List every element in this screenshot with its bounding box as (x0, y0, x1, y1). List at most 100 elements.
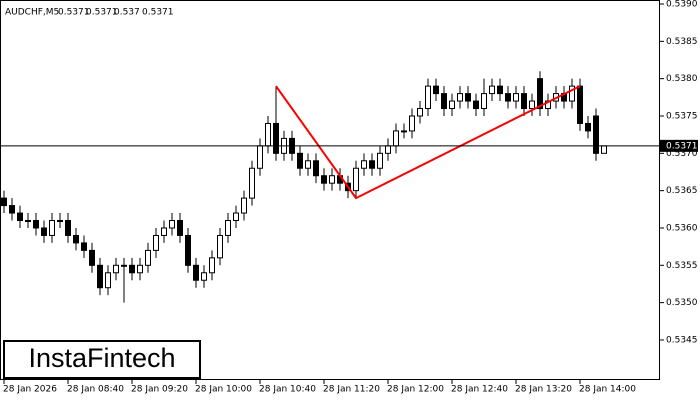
candle-body (369, 160, 375, 169)
y-tick-label: 0.5370 (666, 149, 698, 159)
candle-body (457, 93, 463, 102)
candle-body (177, 220, 183, 236)
candle-body (81, 242, 87, 251)
candle-body (417, 108, 423, 117)
candle-body (33, 220, 39, 229)
candle-body (193, 264, 199, 281)
ohlc-low: 0.537 (114, 8, 140, 18)
candle-body (353, 167, 359, 192)
x-tick-label: 28 Jan 14:00 (579, 385, 636, 395)
candle-body (41, 227, 47, 236)
candle-body (57, 220, 63, 223)
candle-body (601, 145, 607, 154)
candle-body (89, 249, 95, 266)
candle-body (593, 115, 599, 154)
candle-body (425, 85, 431, 110)
candle-body (97, 264, 103, 289)
candle-body (409, 115, 415, 132)
candle-body (9, 205, 15, 214)
candle-body (569, 85, 575, 102)
y-tick-label: 0.5390 (666, 0, 698, 10)
pattern-line (275, 85, 581, 200)
y-tick-label: 0.5385 (666, 37, 698, 47)
candle-body (529, 100, 535, 110)
x-tick-label: 28 Jan 12:00 (387, 385, 444, 395)
candle-body (577, 85, 583, 124)
ohlc-open: 0.5371 (58, 8, 90, 18)
y-tick-label: 0.5355 (666, 261, 698, 271)
candle-body (145, 249, 151, 266)
candle-body (497, 85, 503, 95)
y-tick-label: 0.5380 (666, 74, 698, 84)
candle-body (17, 212, 23, 222)
candle-body (449, 100, 455, 110)
candle-body (385, 145, 391, 154)
candle-body (241, 197, 247, 214)
candle-body (537, 78, 543, 110)
x-tick-label: 28 Jan 13:20 (515, 385, 572, 395)
candle-body (273, 122, 279, 154)
candle-body (313, 160, 319, 177)
y-tick-label: 0.5375 (666, 111, 698, 121)
candle-body (465, 93, 471, 102)
y-tick-label: 0.5350 (666, 298, 698, 308)
logo-box (3, 340, 201, 379)
candle-body (73, 234, 79, 244)
x-tick-label: 28 Jan 11:20 (323, 385, 380, 395)
candle-body (401, 130, 407, 133)
ohlc-close: 0.5371 (142, 8, 174, 18)
candle-body (201, 272, 207, 281)
candle-body (329, 175, 335, 184)
symbol: AUDCHF,M5 (5, 8, 59, 18)
candle-body (105, 272, 111, 289)
x-tick-label: 28 Jan 08:40 (67, 385, 124, 395)
plot-frame (0, 0, 660, 380)
current-price-label: 0.5371 (666, 141, 698, 151)
candle-body (113, 264, 119, 274)
candle-body (65, 220, 71, 236)
candle-body (521, 93, 527, 110)
candle-body (161, 227, 167, 236)
candle-body (25, 220, 31, 223)
candle-body (169, 220, 175, 229)
candle-body (297, 152, 303, 169)
y-tick-label: 0.5360 (666, 223, 698, 233)
x-tick-label: 28 Jan 09:20 (131, 385, 188, 395)
x-tick-label: 28 Jan 12:40 (451, 385, 508, 395)
candle-body (129, 264, 135, 274)
candle-body (225, 220, 231, 236)
candle-body (185, 234, 191, 266)
candle-body (257, 145, 263, 169)
candle-body (513, 93, 519, 102)
candle-body (473, 100, 479, 110)
current-price-box (660, 139, 698, 152)
x-tick-label: 28 Jan 10:40 (259, 385, 316, 395)
logo-text: InstaFintech (28, 343, 175, 373)
candle-body (505, 93, 511, 102)
candle-body (585, 122, 591, 132)
candle-body (209, 257, 215, 274)
candle-body (433, 85, 439, 95)
candle-body (137, 264, 143, 274)
x-tick-label: 28 Jan 10:00 (195, 385, 252, 395)
candle-body (305, 160, 311, 169)
candle-body (121, 264, 127, 267)
candle-body (377, 152, 383, 169)
y-tick-label: 0.5365 (666, 186, 698, 196)
candle-body (153, 234, 159, 251)
candle-body (249, 167, 255, 199)
ohlc-high: 0.5371 (86, 8, 118, 18)
candle-body (265, 122, 271, 147)
candle-body (1, 197, 7, 207)
candle-body (393, 130, 399, 147)
candle-body (361, 160, 367, 169)
candle-body (49, 220, 55, 236)
logo: InstaFintech (3, 340, 201, 379)
y-tick-label: 0.5345 (666, 335, 698, 345)
x-tick-label: 28 Jan 2026 (3, 385, 57, 395)
candle-body (217, 234, 223, 259)
candle-body (481, 93, 487, 110)
